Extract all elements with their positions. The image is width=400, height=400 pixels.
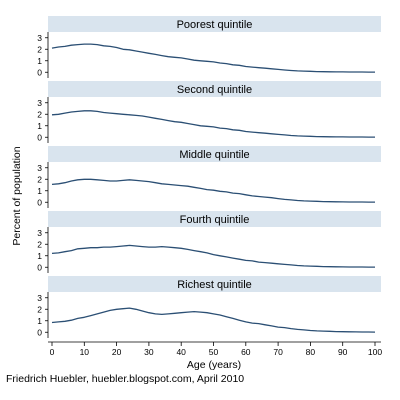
chart-panel: Fourth quintile 01 23 [37, 211, 381, 273]
chart-panel: Poorest quintile 01 23 [37, 16, 381, 78]
y-tick-label: 0 [37, 262, 42, 272]
y-tick-label: 3 [37, 293, 42, 303]
x-tick-label: 20 [112, 347, 122, 357]
series-line [51, 178, 375, 203]
y-tick-label: 1 [37, 251, 42, 261]
y-tick-label: 1 [37, 121, 42, 131]
x-axis: 0 10 20 30 40 50 60 70 80 90 100 [48, 341, 382, 357]
y-tick-label: 2 [37, 239, 42, 249]
y-axis-label: Percent of population [11, 146, 23, 245]
y-tick-label: 2 [37, 304, 42, 314]
y-tick-label: 1 [37, 56, 42, 66]
y-tick-label: 0 [37, 67, 42, 77]
x-tick-label: 80 [306, 347, 316, 357]
x-tick-label: 70 [273, 347, 283, 357]
panel-title: Poorest quintile [177, 19, 253, 31]
y-tick-label: 3 [37, 228, 42, 238]
panel-title: Second quintile [177, 84, 252, 96]
y-tick-label: 1 [37, 186, 42, 196]
series-line [51, 244, 375, 268]
y-tick-label: 3 [37, 33, 42, 43]
series-line [51, 307, 376, 333]
y-tick-label: 2 [37, 174, 42, 184]
y-tick-label: 0 [37, 132, 42, 142]
x-axis-label: Age (years) [187, 359, 241, 371]
series-line [51, 110, 375, 138]
panel-title: Fourth quintile [180, 214, 250, 226]
y-tick-label: 3 [37, 98, 42, 108]
x-tick-label: 60 [241, 347, 251, 357]
panel-header [48, 276, 381, 292]
y-tick-label: 3 [37, 163, 42, 173]
panel-header [48, 146, 381, 162]
series-line [51, 43, 375, 73]
panel-title: Richest quintile [177, 279, 252, 291]
x-tick-label: 40 [176, 347, 186, 357]
x-tick-label: 50 [209, 347, 219, 357]
y-tick-label: 0 [37, 327, 42, 337]
chart-panel: Middle quintile 01 23 [37, 146, 381, 208]
chart-panel: Richest quintile 01 23 [37, 276, 381, 338]
panel-header [48, 81, 381, 97]
y-tick-label: 1 [37, 316, 42, 326]
credit-note: Friedrich Huebler, huebler.blogspot.com,… [6, 373, 244, 385]
x-tick-label: 100 [368, 347, 382, 357]
y-tick-label: 0 [37, 197, 42, 207]
chart-panel: Second quintile 01 23 [37, 81, 381, 143]
panel-header [48, 16, 381, 32]
x-tick-label: 30 [144, 347, 154, 357]
x-tick-label: 90 [338, 347, 348, 357]
panel-title: Middle quintile [179, 149, 249, 161]
x-tick-label: 10 [80, 347, 90, 357]
y-tick-label: 2 [37, 109, 42, 119]
y-tick-label: 2 [37, 44, 42, 54]
x-tick-label: 0 [50, 347, 55, 357]
panel-header [48, 211, 381, 227]
